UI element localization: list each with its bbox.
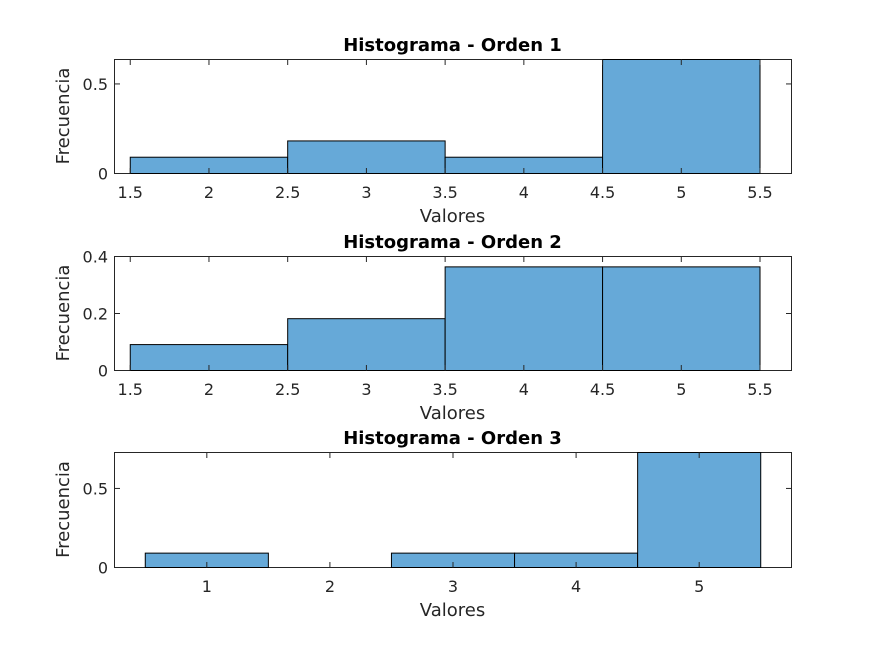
y-tick-label: 0.5 [83, 75, 108, 94]
y-tick-label: 0 [98, 165, 108, 184]
y-tick-label: 0 [98, 362, 108, 381]
x-axis-label: Valores [420, 403, 485, 424]
y-axis-label: Frecuencia [53, 265, 74, 362]
x-tick-label: 5 [694, 577, 704, 596]
x-tick-label: 3 [361, 183, 371, 202]
y-axis-label: Frecuencia [53, 461, 74, 558]
histogram-panel-3: 1 2 3 4 5 0 0.5 Histograma - Orden 3 Valores Frec… [53, 428, 792, 621]
chart-title: Histograma - Orden 2 [343, 232, 562, 253]
histogram-bar [602, 59, 761, 174]
x-tick-label: 4 [571, 577, 581, 596]
x-tick-label: 2 [204, 380, 214, 399]
x-tick-label: 5.5 [747, 380, 772, 399]
x-tick-label: 5 [676, 380, 686, 399]
histogram-panel-1: 1.5 2 2.5 3 3.5 4 4.5 5 5.5 0 0.5 Histograma - Orde… [53, 35, 792, 227]
x-tick-label: 3 [448, 577, 458, 596]
x-tick-label: 3.5 [432, 183, 457, 202]
x-tick-label: 1.5 [118, 380, 143, 399]
histogram-panel-2: 1.5 2 2.5 3 3.5 4 4.5 5 5.5 0 0.2 0.4 Histograma - O… [53, 232, 792, 424]
x-tick-label: 3.5 [432, 380, 457, 399]
x-axis-label: Valores [420, 600, 485, 621]
histogram-bar [287, 318, 446, 372]
x-tick-label: 1.5 [118, 183, 143, 202]
histogram-bar [602, 266, 761, 371]
x-tick-label: 5 [676, 183, 686, 202]
x-tick-label: 4.5 [590, 183, 615, 202]
histogram-bar [637, 452, 762, 568]
x-tick-label: 1 [202, 577, 212, 596]
x-tick-label: 4 [519, 380, 529, 399]
y-tick-label: 0.4 [83, 248, 108, 267]
y-tick-label: 0.5 [83, 479, 108, 498]
x-tick-label: 4.5 [590, 380, 615, 399]
chart-title: Histograma - Orden 1 [343, 35, 562, 56]
x-tick-label: 2 [204, 183, 214, 202]
x-tick-label: 5.5 [747, 183, 772, 202]
histogram-bar [444, 266, 604, 371]
y-tick-label: 0 [98, 559, 108, 578]
x-tick-label: 2.5 [275, 380, 300, 399]
x-tick-label: 2 [325, 577, 335, 596]
x-tick-label: 4 [519, 183, 529, 202]
x-tick-label: 2.5 [275, 183, 300, 202]
x-axis-label: Valores [420, 206, 485, 227]
x-tick-label: 3 [361, 380, 371, 399]
y-axis-label: Frecuencia [53, 68, 74, 165]
chart-title: Histograma - Orden 3 [343, 428, 562, 449]
y-tick-label: 0.2 [83, 305, 108, 324]
